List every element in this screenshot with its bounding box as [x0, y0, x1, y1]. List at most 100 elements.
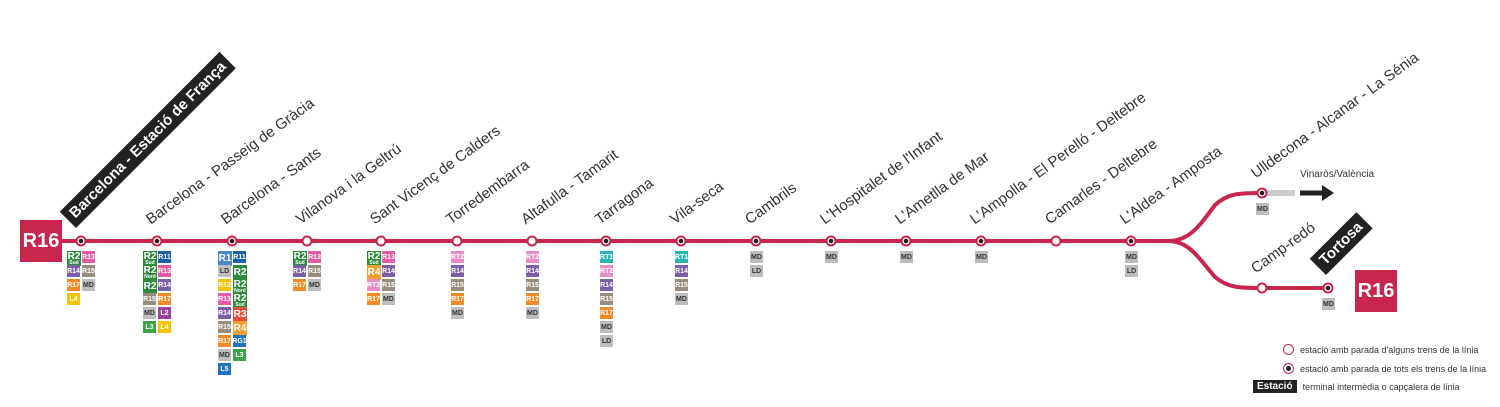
connection-badge: RT1: [600, 251, 613, 263]
station-marker[interactable]: [301, 235, 313, 247]
connection-badge: R14: [218, 307, 231, 319]
connection-badge: MD: [1256, 203, 1269, 215]
station-marker[interactable]: [451, 235, 463, 247]
legend-partial-text: estació amb parada d'alguns trens de la …: [1300, 344, 1479, 355]
connection-badge: R11: [233, 251, 246, 263]
connection-badge: LD: [1125, 265, 1138, 277]
connection-badge: L2: [158, 307, 171, 319]
connection-badge: R14: [675, 265, 688, 277]
connection-badge: L3: [233, 349, 246, 361]
connection-badge: R2 Nord: [233, 278, 247, 294]
connection-badge: RT2: [600, 265, 613, 277]
connection-badge: R2 Sud: [143, 250, 157, 266]
legend-all-text: estació amb parada de tots els trens de …: [1300, 363, 1487, 374]
connection-badge: MD: [308, 279, 321, 291]
station-full-stop-dot: [154, 238, 160, 244]
connection-badge: R13: [218, 293, 231, 305]
full-stop-icon: [1283, 363, 1294, 374]
connection-badge: R14: [293, 265, 306, 277]
connection-badge: R1: [218, 251, 232, 266]
connection-badge: R17: [158, 293, 171, 305]
connection-badge: R2 Sud: [67, 250, 81, 266]
connection-badge: L4: [67, 293, 80, 305]
connection-badge: R11: [158, 251, 171, 263]
station-marker[interactable]: [375, 235, 387, 247]
branch-track-lower: [1167, 239, 1328, 290]
connection-badge: R15: [82, 265, 95, 277]
connection-badge: R15: [675, 279, 688, 291]
connection-badge: MD: [900, 251, 913, 263]
station-full-stop-dot: [1128, 238, 1134, 244]
connection-badge: R17: [293, 279, 306, 291]
connection-badge: R13: [158, 265, 171, 277]
connection-badge: L3: [143, 321, 156, 333]
connection-badge: LD: [218, 265, 231, 277]
connection-badge: R17: [526, 293, 539, 305]
station-full-stop-dot: [229, 238, 235, 244]
connection-badge: MD: [1322, 298, 1335, 310]
connection-badge: R13: [82, 251, 95, 263]
connection-badge: R17: [451, 293, 464, 305]
station-full-stop-dot: [753, 238, 759, 244]
station-marker[interactable]: [1256, 282, 1268, 294]
connection-badge: L5: [218, 363, 231, 375]
connection-badge: R14: [382, 265, 395, 277]
connection-badge: RT2: [451, 251, 464, 263]
connection-badge: R14: [158, 279, 171, 291]
connection-badge: R15: [600, 293, 613, 305]
station-full-stop-dot: [978, 238, 984, 244]
connection-badge: R4: [367, 265, 381, 280]
connection-badge: LD: [750, 265, 763, 277]
connection-badge: RT2: [367, 279, 380, 291]
connection-badge: R2 Sud: [367, 250, 381, 266]
connection-badge: R17: [67, 279, 80, 291]
connection-badge: R2 Nord: [143, 264, 157, 280]
station-marker[interactable]: [1050, 235, 1062, 247]
station-full-stop-dot: [678, 238, 684, 244]
connection-badge: R3: [233, 307, 247, 322]
station-full-stop-dot: [828, 238, 834, 244]
connection-badge: MD: [526, 307, 539, 319]
partial-stop-icon: [1283, 344, 1294, 355]
connection-badge: RG1: [232, 335, 247, 347]
connection-badge: R15: [382, 279, 395, 291]
station-full-stop-dot: [1259, 190, 1265, 196]
connection-badge: MD: [1125, 251, 1138, 263]
legend-all: estació amb parada de tots els trens de …: [1283, 363, 1486, 374]
connection-badge: R15: [308, 265, 321, 277]
connection-badge: R13: [308, 251, 321, 263]
connection-badge: R14: [67, 265, 80, 277]
station-full-stop-dot: [78, 238, 84, 244]
connection-badge: RT1: [675, 251, 688, 263]
line-badge-start: R16: [20, 220, 62, 262]
connection-badge: R2: [233, 265, 247, 280]
connection-badge: R13: [382, 251, 395, 263]
connection-badge: R17: [600, 307, 613, 319]
station-marker[interactable]: [526, 235, 538, 247]
connection-badge: L4: [158, 321, 171, 333]
connection-badge: R15: [526, 279, 539, 291]
line-badge-end: R16: [1355, 270, 1397, 312]
connection-badge: R14: [451, 265, 464, 277]
legend-partial: estació amb parada d'alguns trens de la …: [1283, 344, 1478, 355]
connection-badge: MD: [451, 307, 464, 319]
connection-badge: MD: [975, 251, 988, 263]
connection-badge: R14: [600, 279, 613, 291]
station-full-stop-dot: [1325, 285, 1331, 291]
connection-badge: MD: [218, 349, 231, 361]
connection-badge: MD: [825, 251, 838, 263]
connection-badge: R2 Sud: [293, 250, 307, 266]
connection-badge: R4: [233, 321, 247, 336]
connection-badge: R2: [143, 279, 157, 294]
connection-badge: R17: [218, 335, 231, 347]
connection-badge: R14: [526, 265, 539, 277]
connection-badge: MD: [675, 293, 688, 305]
legend-terminus: Estació terminal intermèdia o capçalera …: [1253, 380, 1460, 393]
connection-badge: R15: [451, 279, 464, 291]
connection-badge: MD: [82, 279, 95, 291]
connection-badge: RT2: [526, 251, 539, 263]
connection-badge: MD: [600, 321, 613, 333]
connection-badge: MD: [382, 293, 395, 305]
legend-terminus-tag: Estació: [1253, 380, 1297, 393]
